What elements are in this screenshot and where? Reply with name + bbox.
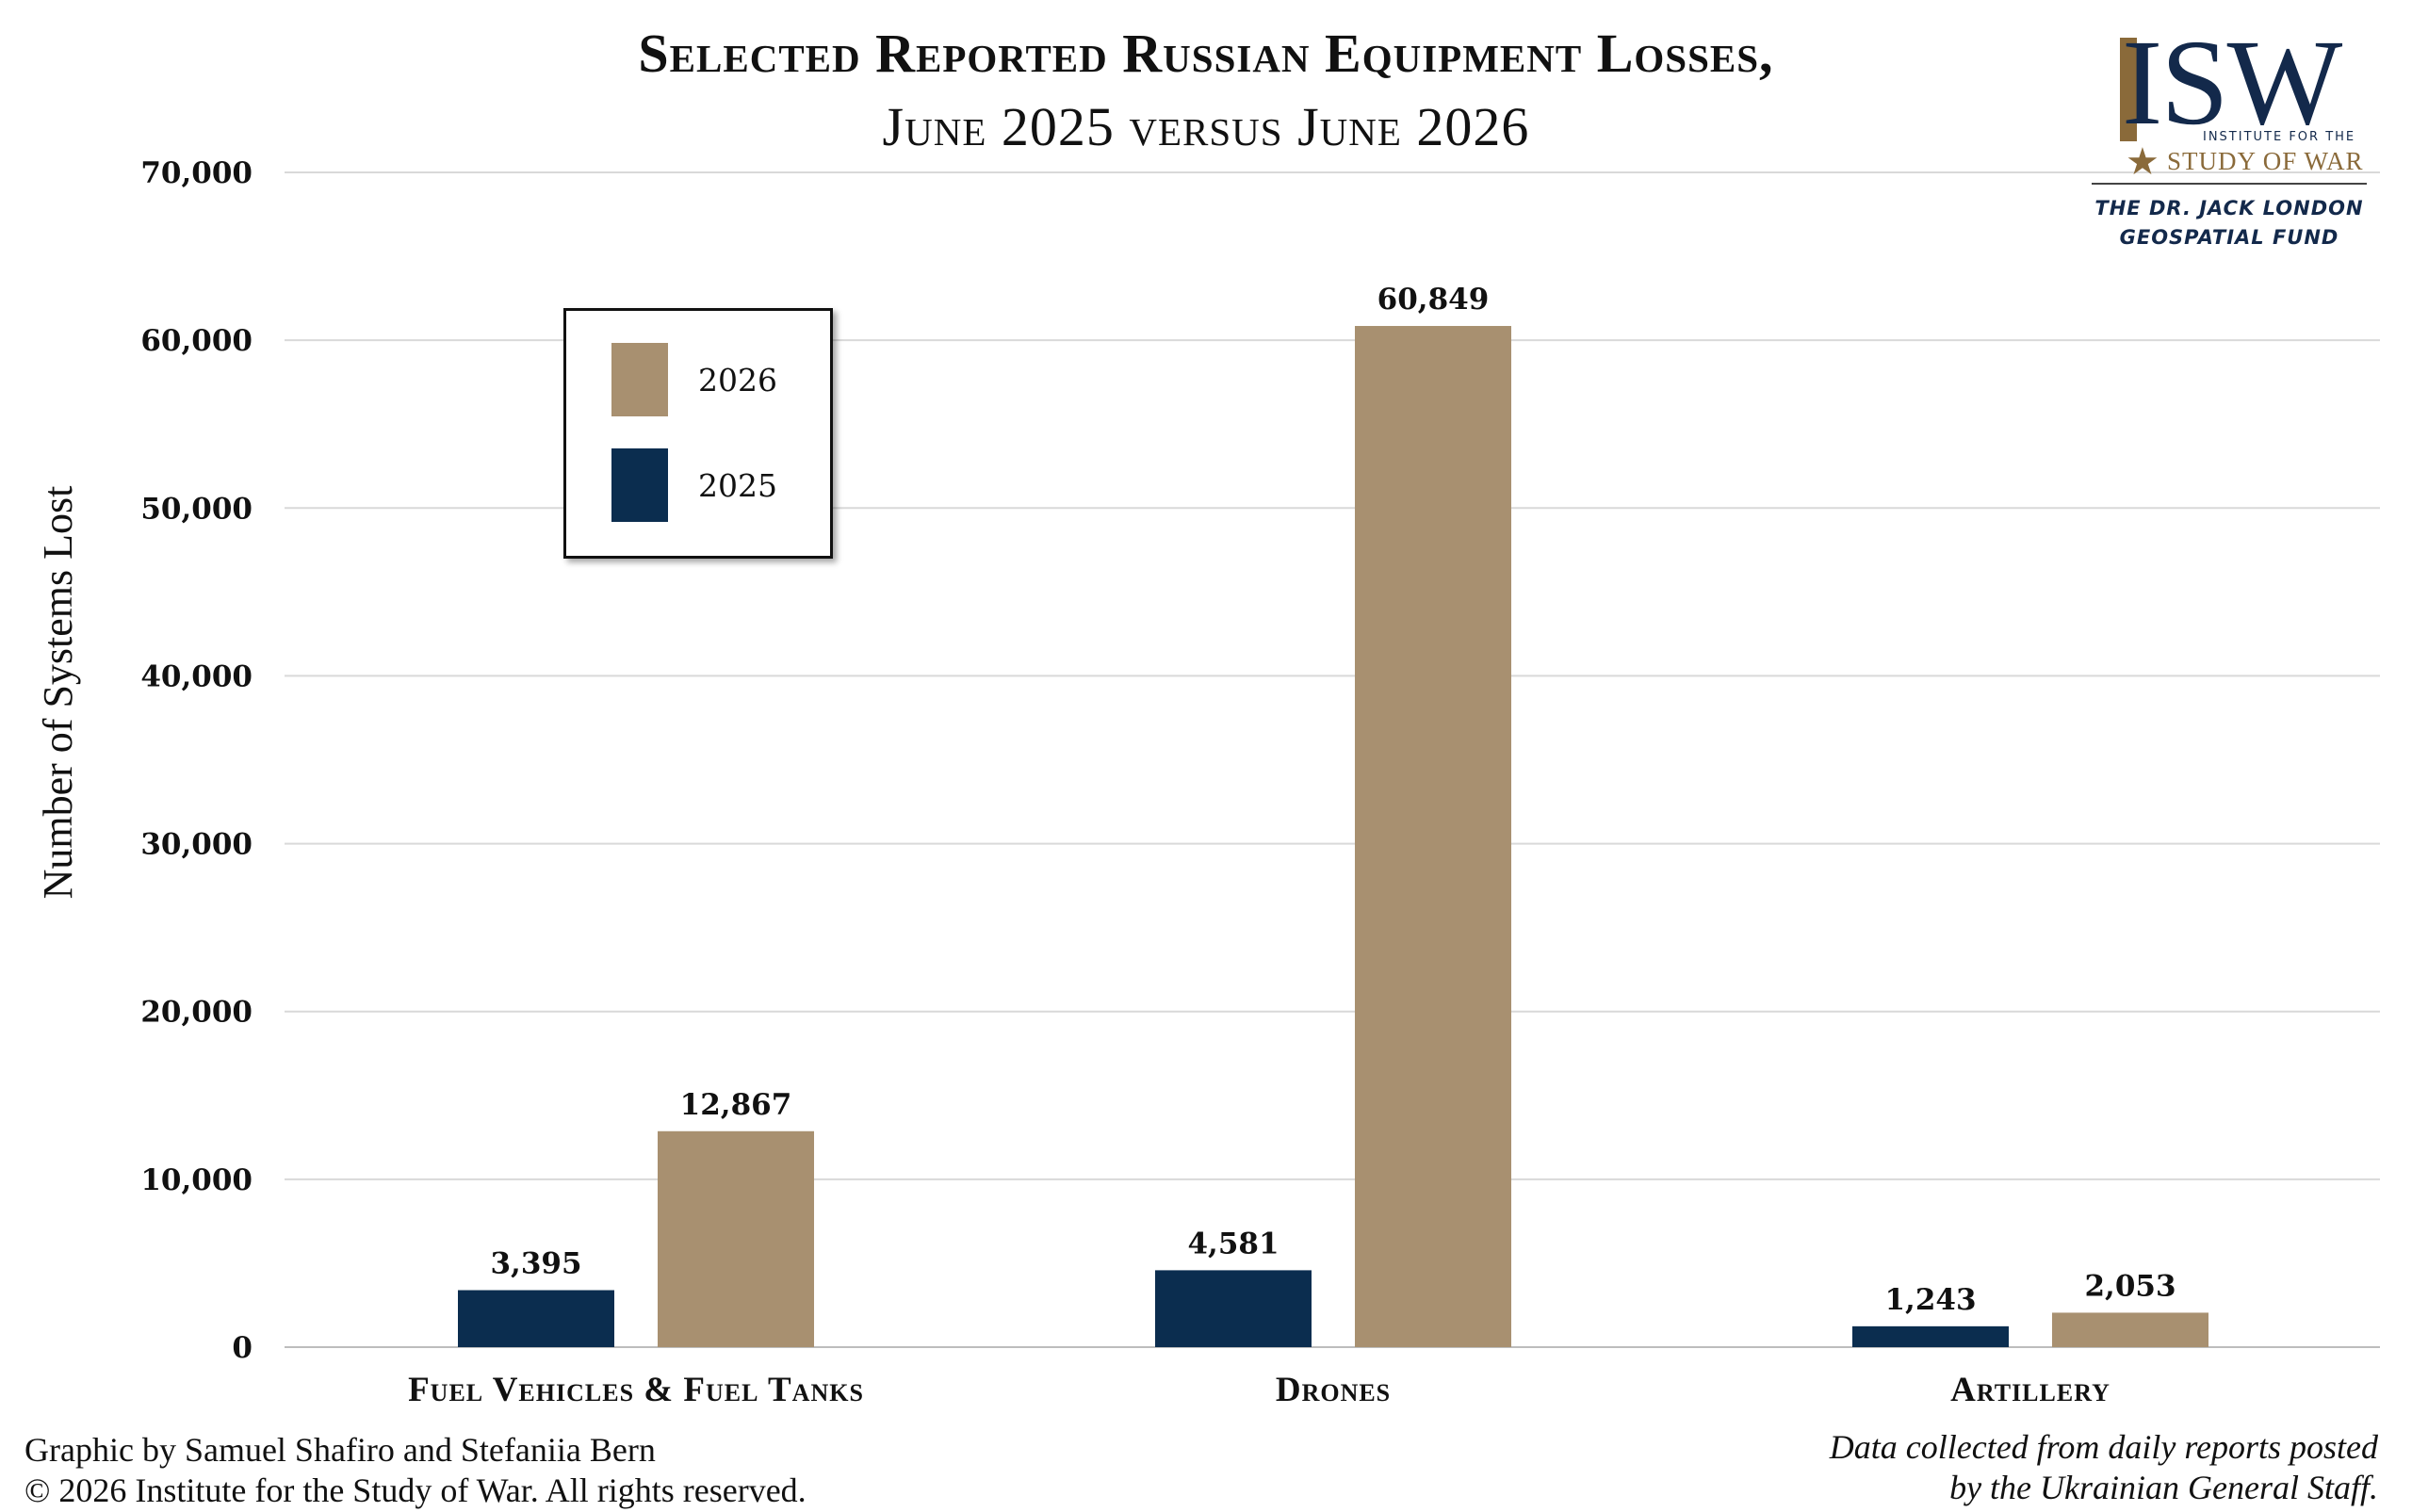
y-tick-label: 30,000 <box>140 828 253 862</box>
data-label: 60,849 <box>1377 283 1490 317</box>
data-label: 2,053 <box>2084 1269 2176 1303</box>
bar-2026-1 <box>1355 326 1511 1347</box>
y-tick-label: 70,000 <box>140 156 253 190</box>
bar-2025-0 <box>458 1290 614 1347</box>
legend-label-2026: 2026 <box>698 361 777 398</box>
legend-item-2025: 2025 <box>611 448 777 522</box>
credit-line2: © 2026 Institute for the Study of War. A… <box>24 1471 807 1509</box>
data-source-note: Data collected from daily reports posted… <box>1830 1427 2378 1508</box>
y-axis-label: Number of Systems Lost <box>35 486 81 900</box>
y-tick-label: 50,000 <box>140 492 253 526</box>
y-tick-label: 40,000 <box>140 659 253 693</box>
logo-pillar-icon <box>2120 38 2137 141</box>
bar-2025-2 <box>1852 1325 2009 1347</box>
bar-2026-2 <box>2052 1312 2208 1347</box>
y-tick-label: 0 <box>232 1331 253 1365</box>
isw-logo: ISW INSTITUTE FOR THE ★ STUDY OF WAR THE… <box>2092 15 2374 252</box>
data-label: 4,581 <box>1187 1227 1279 1260</box>
logo-subtitle: STUDY OF WAR <box>2167 147 2364 175</box>
legend-label-2025: 2025 <box>698 466 777 504</box>
legend-swatch-2025 <box>611 448 668 522</box>
legend: 2026 2025 <box>563 308 833 559</box>
y-tick-label: 10,000 <box>140 1163 253 1197</box>
graphic-credit: Graphic by Samuel Shafiro and Stefaniia … <box>24 1430 807 1511</box>
fund-line2: GEOSPATIAL FUND <box>2119 226 2339 249</box>
chart-title: Selected Reported Russian Equipment Loss… <box>283 17 2129 164</box>
bar-2026-0 <box>658 1130 814 1347</box>
legend-item-2026: 2026 <box>611 343 777 416</box>
x-category-label: Artillery <box>1950 1371 2110 1409</box>
source-line2: by the Ukrainian General Staff. <box>1949 1469 2378 1506</box>
chart-title-line2: June 2025 versus June 2026 <box>882 96 1530 157</box>
logo-wordmark: ISW <box>2122 15 2342 151</box>
x-category-label: Drones <box>1276 1371 1391 1409</box>
logo-divider <box>2092 183 2367 185</box>
fund-credit: THE DR. JACK LONDON GEOSPATIAL FUND <box>2092 194 2367 252</box>
data-label: 3,395 <box>490 1247 581 1281</box>
x-category-label: Fuel Vehicles & Fuel Tanks <box>408 1371 864 1409</box>
y-tick-label: 20,000 <box>140 996 253 1030</box>
source-line1: Data collected from daily reports posted <box>1829 1428 2378 1466</box>
chart-title-line1: Selected Reported Russian Equipment Loss… <box>638 23 1774 84</box>
logo-subtitle-small: INSTITUTE FOR THE <box>2203 130 2356 144</box>
y-tick-label: 60,000 <box>140 324 253 358</box>
data-label: 1,243 <box>1884 1283 1976 1317</box>
data-label: 12,867 <box>680 1088 792 1122</box>
fund-line1: THE DR. JACK LONDON <box>2094 197 2364 219</box>
legend-swatch-2026 <box>611 343 668 416</box>
star-icon: ★ <box>2126 140 2159 184</box>
bar-2025-1 <box>1155 1270 1312 1347</box>
credit-line1: Graphic by Samuel Shafiro and Stefaniia … <box>24 1431 656 1469</box>
